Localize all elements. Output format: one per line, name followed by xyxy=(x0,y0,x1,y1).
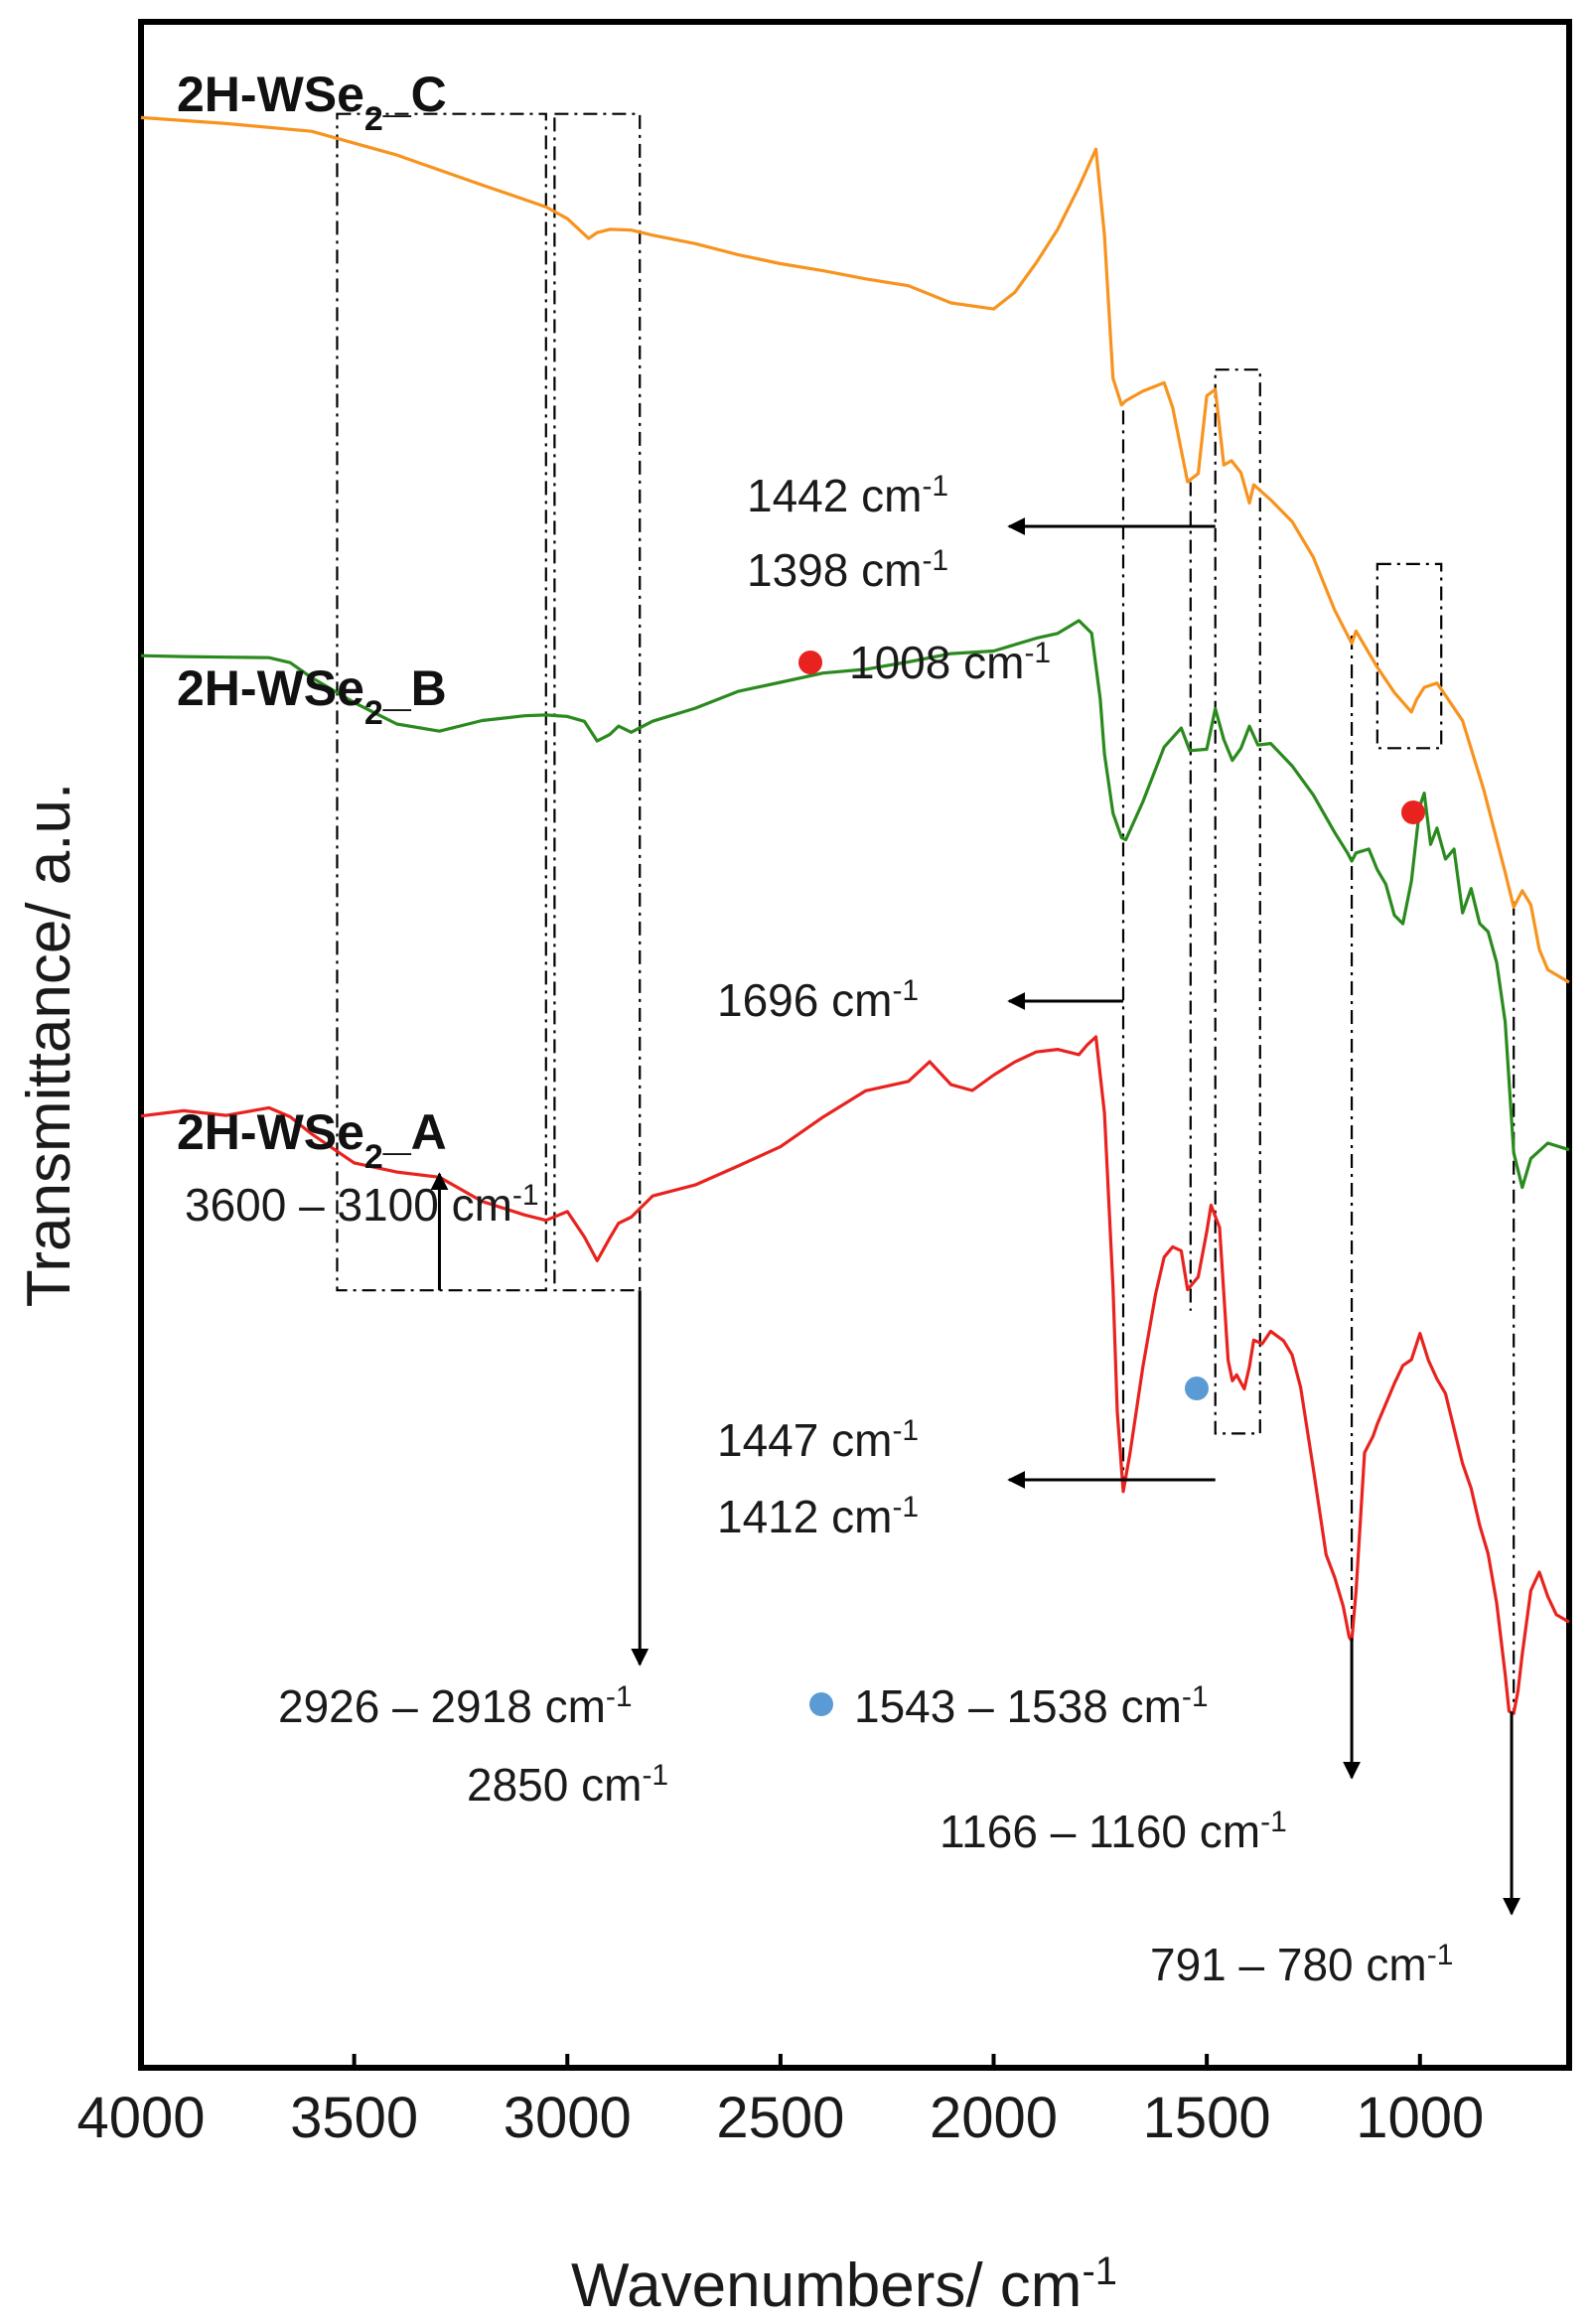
x-tick-label: 3000 xyxy=(504,2086,632,2150)
annotation-a2926: 2926 – 2918 cm-1 xyxy=(278,1680,633,1733)
highlight-region-r1008 xyxy=(1375,562,1443,750)
x-tick-label: 3500 xyxy=(290,2086,418,2150)
x-axis-label: Wavenumbers/ cm-1 xyxy=(571,2250,1117,2320)
annotation-a1008: 1008 cm-1 xyxy=(849,637,1051,689)
series-c-line xyxy=(140,115,1570,984)
annotation-a1412: 1412 cm-1 xyxy=(717,1491,919,1543)
peak-dot-red xyxy=(1401,800,1425,824)
x-axis-label-sup: -1 xyxy=(1082,2250,1117,2293)
annotation-a1696: 1696 cm-1 xyxy=(717,974,919,1027)
series-label-a: 2H-WSe2_A xyxy=(177,1104,447,1176)
legend-dot-blue xyxy=(809,1692,833,1716)
x-tick-label: 1500 xyxy=(1143,2086,1271,2150)
peak-dot-blue xyxy=(1185,1377,1209,1400)
series-label-b: 2H-WSe2_B xyxy=(177,660,447,732)
x-tick-label: 4000 xyxy=(76,2086,205,2150)
annotation-a1166: 1166 – 1160 cm-1 xyxy=(940,1806,1287,1858)
annotation-a3600: 3600 – 3100 cm-1 xyxy=(185,1179,539,1232)
y-axis-label: Transmittance/ a.u. xyxy=(15,783,83,1307)
x-tick-label: 2500 xyxy=(716,2086,844,2150)
highlight-region-r1447 xyxy=(1214,368,1261,1435)
highlight-region-r3600 xyxy=(336,112,547,1292)
plot-frame xyxy=(138,19,1572,2071)
annotation-a1442: 1442 cm-1 xyxy=(747,470,948,522)
highlight-region-r2926 xyxy=(553,112,642,1292)
annotation-a1543: 1543 – 1538 cm-1 xyxy=(854,1680,1209,1733)
x-axis-label-text: Wavenumbers/ cm xyxy=(571,2251,1083,2320)
annotation-a2850: 2850 cm-1 xyxy=(467,1759,668,1812)
annotation-a1447: 1447 cm-1 xyxy=(717,1414,919,1467)
annotation-a791: 791 – 780 cm-1 xyxy=(1150,1939,1453,1991)
series-label-c: 2H-WSe2_C xyxy=(177,67,447,138)
series-a-line xyxy=(140,1035,1570,1715)
x-tick-label: 2000 xyxy=(930,2086,1058,2150)
legend-dot-red xyxy=(798,651,822,674)
x-tick-label: 1000 xyxy=(1356,2086,1484,2150)
annotation-a1398: 1398 cm-1 xyxy=(747,544,948,597)
series-b-line xyxy=(140,619,1570,1190)
